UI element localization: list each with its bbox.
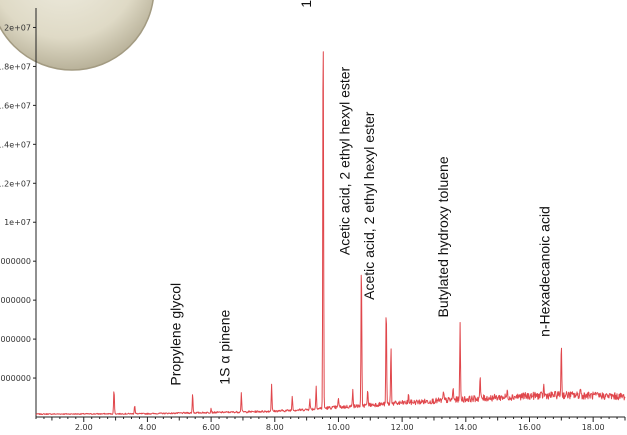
x-tick-label: 16.00	[518, 423, 541, 432]
y-tick-label: 1.6e+07	[0, 101, 31, 110]
peak-label: Acetic acid, 2 ethyl hexyl ester	[336, 66, 352, 255]
y-tick-label: 1e+07	[4, 218, 31, 227]
y-tick-label: 1.8e+07	[0, 62, 31, 71]
x-axis-ticks: 2.00 4.00 6.00 8.00 10.00 12.00 14.00 16.00 18.0…	[35, 417, 626, 432]
x-tick-label: 18.00	[582, 423, 605, 432]
x-tick-label: 4.00	[139, 423, 157, 432]
y-tick-label: 8000000	[0, 257, 31, 266]
chromatogram-trace	[35, 51, 626, 415]
x-tick-label: 6.00	[202, 423, 220, 432]
x-tick-label: 12.00	[391, 423, 414, 432]
x-tick-label: 8.00	[266, 423, 284, 432]
y-tick-label: 1.4e+07	[0, 140, 31, 149]
y-tick-label: 6000000	[0, 296, 31, 305]
y-tick-label: 4000000	[0, 335, 31, 344]
x-tick-label: 2.00	[75, 423, 93, 432]
x-tick-label: 10.00	[327, 423, 350, 432]
peak-labels: Propylene glycol 1S α pinene 1- Hexanol, 2…	[168, 0, 553, 386]
y-tick-label: 2000000	[0, 374, 31, 383]
peak-label: 1- Hexanol, 2-ethyl	[298, 0, 314, 8]
y-axis-ticks: 2000000 4000000 6000000 8000000 1e+07 1.2e+07…	[0, 23, 36, 383]
y-tick-label: 2e+07	[4, 23, 31, 32]
peak-label: Butylated hydroxy toluene	[435, 156, 451, 317]
x-tick-label: 14.00	[454, 423, 477, 432]
peak-label: 1S α pinene	[216, 309, 232, 384]
peak-label: Acetic acid, 2 ethyl hexyl ester	[361, 111, 377, 300]
peak-label: n-Hexadecanoic acid	[536, 206, 552, 337]
peak-label: Propylene glycol	[168, 283, 184, 386]
sample-disc-image	[0, 0, 154, 71]
y-tick-label: 1.2e+07	[0, 179, 31, 188]
